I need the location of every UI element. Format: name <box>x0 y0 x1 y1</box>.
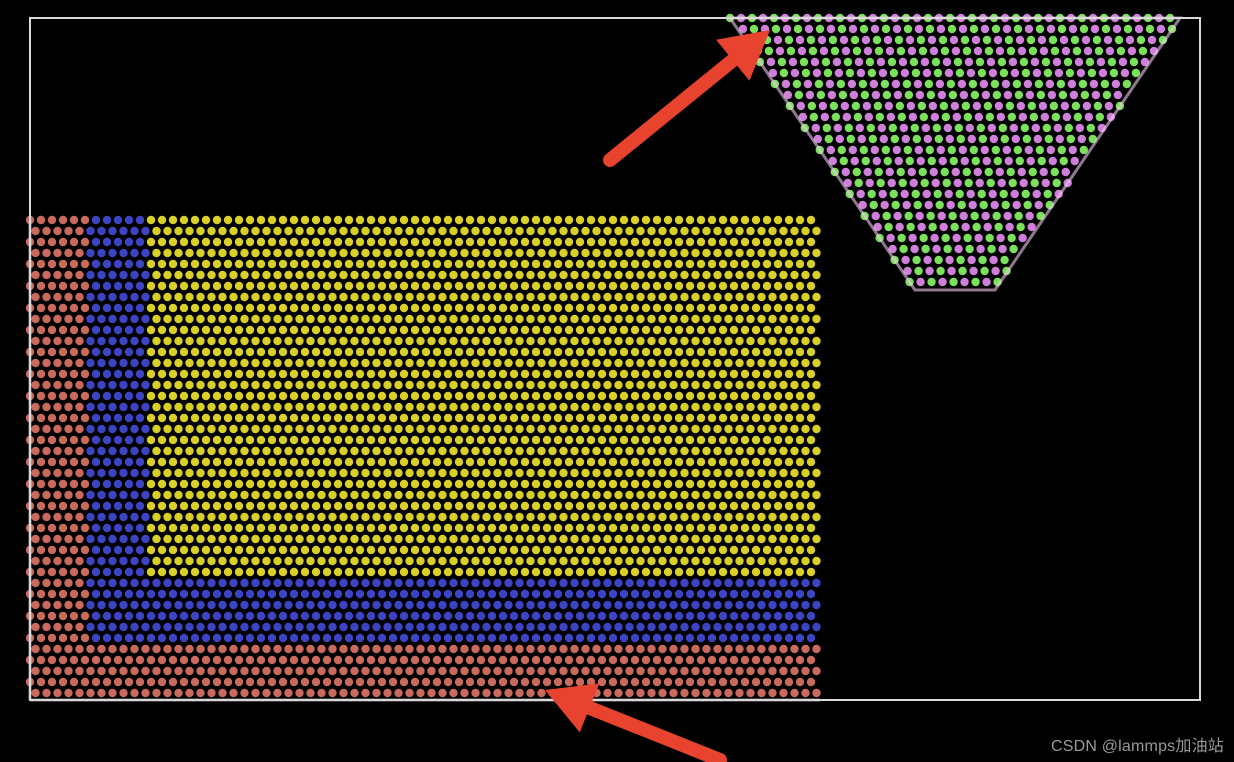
simulation-diagram: CSDN @lammps加油站 <box>0 0 1234 762</box>
svg-canvas <box>0 0 1234 762</box>
